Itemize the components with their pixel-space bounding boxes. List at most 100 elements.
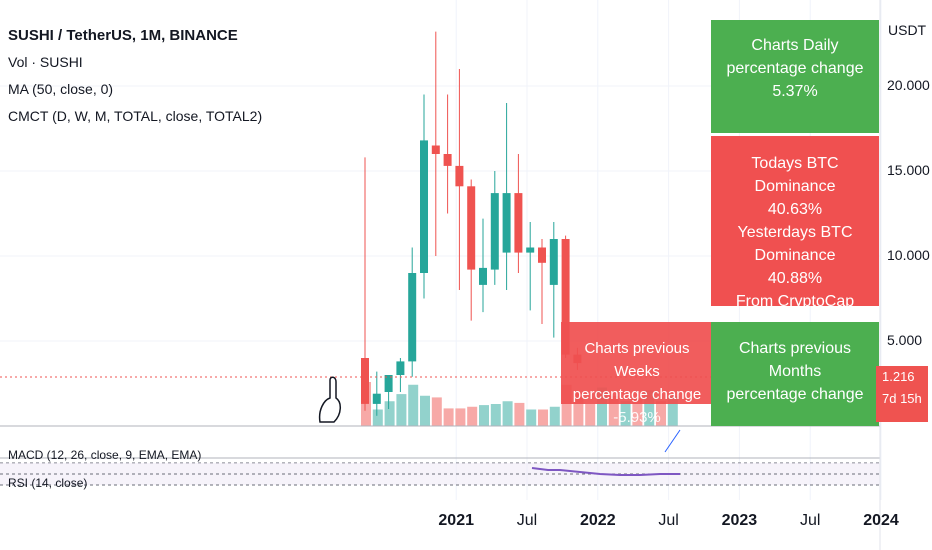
- time-tick-label: Jul: [658, 512, 679, 529]
- symbol-title[interactable]: SUSHI / TetherUS, 1M, BINANCE: [8, 27, 238, 44]
- volume-bar: [396, 394, 407, 426]
- volume-bar: [514, 402, 525, 426]
- candle-body: [538, 247, 546, 263]
- rsi-label[interactable]: RSI (14, close): [8, 476, 88, 490]
- volume-bar: [361, 382, 371, 426]
- candle-body: [502, 193, 511, 253]
- dominance-line-5: From CryptoCap: [735, 293, 855, 310]
- daily-line-1: Charts Daily: [751, 37, 839, 54]
- candle[interactable]: [361, 157, 369, 411]
- volume-bar: [431, 397, 442, 426]
- time-tick-label: Jul: [799, 512, 821, 529]
- time-tick-label: 2023: [721, 512, 758, 529]
- dominance-line-3: Yesterdays BTC Dominance: [737, 224, 853, 264]
- candle-body: [443, 154, 452, 166]
- bar-countdown-badge: 7d 15h: [876, 388, 928, 422]
- months-panel-lower-strip: [711, 404, 879, 426]
- candle[interactable]: [384, 375, 393, 409]
- candle-body: [514, 193, 523, 253]
- candle-body: [467, 186, 476, 270]
- candle-body: [526, 247, 535, 253]
- candle-body: [396, 361, 405, 375]
- dominance-line-4: 40.88%: [767, 270, 823, 287]
- candle-body: [372, 393, 381, 404]
- volume-bar: [455, 408, 466, 426]
- candle[interactable]: [502, 103, 511, 290]
- weeks-line-2: percentage change -5.93%: [572, 386, 702, 426]
- volume-bar: [467, 406, 478, 426]
- volume-bar: [620, 401, 631, 426]
- candle[interactable]: [479, 218, 487, 313]
- candlestick-series: [361, 31, 582, 416]
- candle[interactable]: [408, 247, 417, 377]
- volume-bar: [667, 395, 678, 426]
- candle-body: [561, 239, 570, 355]
- chart-legend: SUSHI / TetherUS, 1M, BINANCE Vol · SUSH…: [8, 22, 262, 130]
- weeks-line-1: Charts previous Weeks: [584, 340, 690, 380]
- candle-body: [431, 145, 440, 154]
- volume-bar: [549, 406, 560, 426]
- months-change-panel: Charts previous Months percentage change…: [711, 322, 879, 426]
- candle-body: [384, 375, 393, 392]
- candle[interactable]: [420, 94, 428, 299]
- price-tick-label: 15.000: [887, 162, 930, 178]
- volume-bar: [502, 401, 513, 426]
- candle-body: [361, 358, 369, 404]
- volume-bar: [420, 395, 430, 426]
- volume-bar: [632, 398, 643, 426]
- candle-body: [549, 239, 558, 285]
- candle[interactable]: [396, 358, 405, 392]
- time-tick-label: Jul: [516, 512, 538, 529]
- candle-body: [479, 267, 487, 285]
- volume-bar: [538, 409, 548, 426]
- candle[interactable]: [514, 154, 523, 273]
- time-tick-label: 2021: [438, 512, 474, 529]
- volume-bar: [372, 409, 383, 426]
- daily-line-2: percentage change: [726, 60, 864, 77]
- candle[interactable]: [467, 179, 476, 321]
- volume-bar: [573, 393, 584, 426]
- candle[interactable]: [549, 222, 558, 338]
- price-unit-label: USDT: [888, 22, 927, 38]
- months-line-1: Charts previous Months: [738, 340, 852, 380]
- price-tick-label: 5.000: [887, 332, 923, 348]
- volume-bar: [408, 384, 419, 426]
- candle[interactable]: [538, 239, 546, 324]
- daily-line-3: 5.37%: [772, 83, 818, 100]
- dominance-line-1: Todays BTC Dominance: [751, 155, 839, 195]
- macd-label[interactable]: MACD (12, 26, close, 9, EMA, EMA): [8, 448, 202, 462]
- volume-bar: [561, 384, 572, 426]
- volume-bar: [597, 387, 607, 426]
- last-price-badge: 1.216: [876, 366, 928, 388]
- price-tick-label: 10.000: [887, 247, 930, 263]
- candle[interactable]: [372, 371, 381, 416]
- time-tick-label: 2022: [580, 512, 616, 529]
- legend-item-ma[interactable]: MA (50, close, 0): [8, 81, 114, 97]
- trend-line[interactable]: [664, 429, 681, 453]
- logo-icon: [318, 376, 341, 423]
- volume-bar: [585, 404, 596, 426]
- dominance-line-2: 40.63%: [767, 201, 823, 218]
- candle[interactable]: [443, 94, 452, 214]
- rsi-line: [531, 467, 680, 476]
- volume-bar: [479, 405, 489, 426]
- volume-bar: [490, 404, 501, 426]
- volume-bars: [361, 382, 678, 426]
- candle[interactable]: [455, 69, 464, 290]
- volume-bar: [644, 390, 655, 426]
- candle[interactable]: [526, 222, 535, 311]
- volume-bar: [608, 395, 619, 426]
- candle-body: [455, 165, 464, 187]
- candle[interactable]: [431, 31, 440, 256]
- volume-bar: [384, 401, 395, 426]
- legend-item-volume[interactable]: Vol · SUSHI: [8, 54, 83, 70]
- legend-item-cmct[interactable]: CMCT (D, W, M, TOTAL, close, TOTAL2): [8, 108, 263, 124]
- volume-bar: [656, 401, 666, 426]
- price-tick-label: 20.000: [887, 77, 930, 93]
- time-tick-label: 2024: [863, 512, 899, 529]
- candle[interactable]: [490, 171, 499, 285]
- daily-change-panel: Charts Daily percentage change 5.37%: [711, 20, 879, 133]
- volume-bar: [526, 409, 537, 426]
- candle-body: [490, 193, 499, 270]
